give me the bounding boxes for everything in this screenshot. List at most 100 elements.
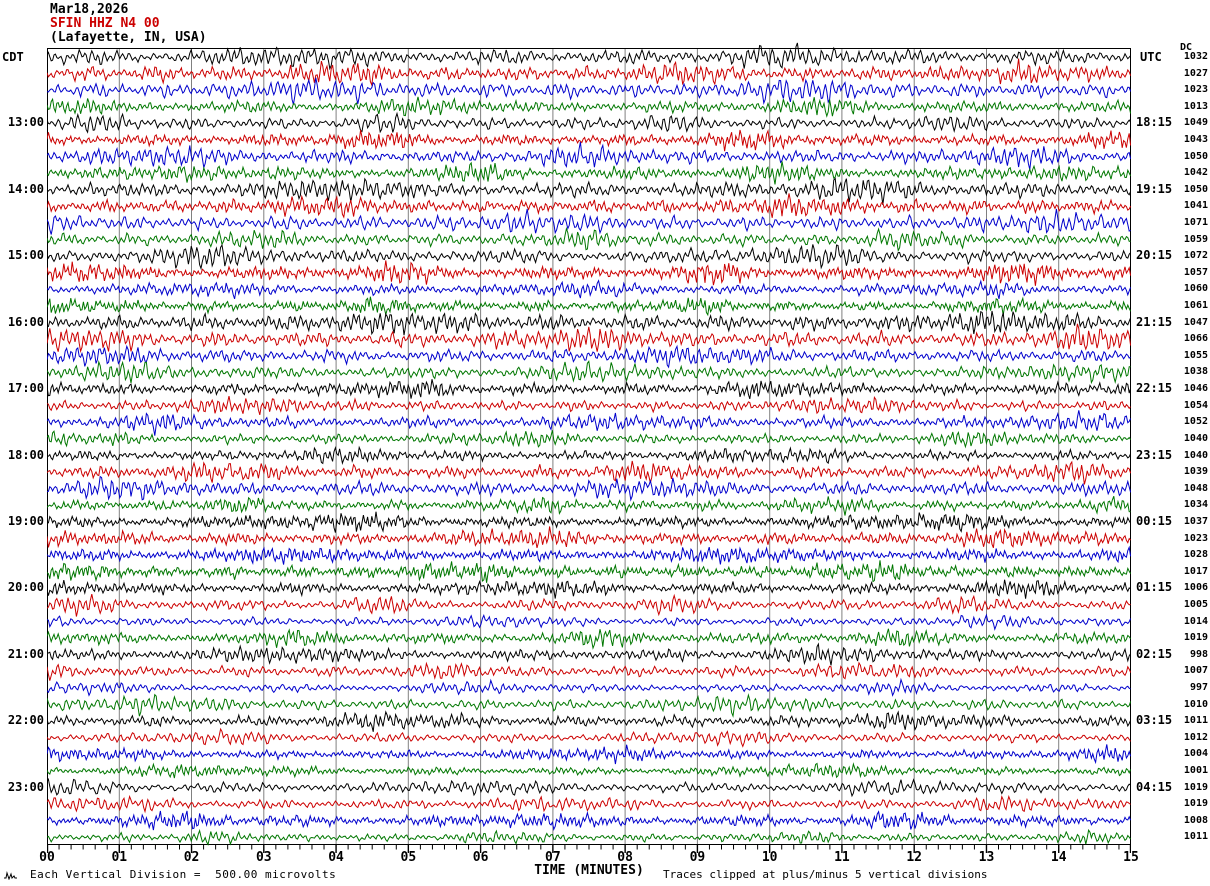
trace-dc-value: 1019 bbox=[1183, 798, 1208, 810]
seismogram-trace bbox=[47, 360, 1131, 385]
trace-dc-value: 1043 bbox=[1183, 134, 1208, 146]
seismogram-trace bbox=[47, 111, 1131, 134]
seismogram-trace bbox=[47, 777, 1131, 798]
seismogram-trace bbox=[47, 279, 1131, 300]
seismogram-trace bbox=[47, 496, 1131, 516]
seismogram-trace bbox=[47, 828, 1131, 846]
x-tick-label: 07 bbox=[545, 850, 561, 865]
left-hour-label: 23:00 bbox=[7, 779, 44, 794]
x-tick-label: 15 bbox=[1123, 850, 1139, 865]
trace-dc-value: 1010 bbox=[1183, 698, 1208, 710]
trace-dc-value: 998 bbox=[1189, 648, 1208, 660]
seismogram-trace bbox=[47, 794, 1131, 814]
seismogram-trace bbox=[47, 593, 1131, 617]
seismogram-trace bbox=[47, 677, 1131, 697]
seismogram-trace bbox=[47, 395, 1131, 416]
station-code: SFIN HHZ N4 00 bbox=[50, 16, 160, 31]
seismogram-plot bbox=[47, 42, 1131, 853]
trace-dc-value: 1060 bbox=[1183, 283, 1208, 295]
trace-dc-value: 1046 bbox=[1183, 383, 1208, 395]
trace-dc-value: 1061 bbox=[1183, 300, 1208, 312]
right-hour-label: 03:15 bbox=[1136, 713, 1173, 728]
trace-dc-value: 1050 bbox=[1183, 150, 1208, 162]
trace-dc-value: 1055 bbox=[1183, 349, 1208, 361]
right-hour-label: 21:15 bbox=[1136, 314, 1173, 329]
right-hour-label: 18:15 bbox=[1136, 115, 1173, 130]
left-hour-label: 13:00 bbox=[7, 115, 44, 130]
trace-dc-value: 1019 bbox=[1183, 781, 1208, 793]
trace-dc-value: 1049 bbox=[1183, 117, 1208, 129]
x-tick-label: 04 bbox=[328, 850, 344, 865]
trace-dc-value: 1005 bbox=[1183, 598, 1208, 610]
station-location: (Lafayette, IN, USA) bbox=[50, 30, 207, 45]
seismogram-trace bbox=[47, 642, 1131, 666]
trace-dc-value: 1008 bbox=[1183, 814, 1208, 826]
seismogram-trace bbox=[47, 445, 1131, 465]
trace-dc-value: 1039 bbox=[1183, 466, 1208, 478]
left-hour-label: 18:00 bbox=[7, 447, 44, 462]
seismogram-trace bbox=[47, 475, 1131, 502]
trace-dc-value: 1057 bbox=[1183, 266, 1208, 278]
trace-dc-value: 1006 bbox=[1183, 582, 1208, 594]
left-hour-label: 14:00 bbox=[7, 181, 44, 196]
trace-dc-value: 1059 bbox=[1183, 233, 1208, 245]
seismogram-trace bbox=[47, 141, 1131, 170]
trace-dc-value: 1004 bbox=[1183, 748, 1208, 760]
trace-dc-value: 1040 bbox=[1183, 449, 1208, 461]
trace-dc-value: 1066 bbox=[1183, 333, 1208, 345]
left-hour-label: 19:00 bbox=[7, 513, 44, 528]
seismogram-trace bbox=[47, 77, 1131, 105]
trace-dc-value: 1071 bbox=[1183, 217, 1208, 229]
right-timezone-label: UTC bbox=[1140, 50, 1162, 64]
seismogram-trace bbox=[47, 526, 1131, 549]
trace-dc-value: 1034 bbox=[1183, 499, 1208, 511]
trace-dc-value: 1037 bbox=[1183, 515, 1208, 527]
seismogram-trace bbox=[47, 296, 1131, 317]
trace-dc-value: 1027 bbox=[1183, 67, 1208, 79]
seismogram-trace bbox=[47, 42, 1131, 71]
trace-dc-value: 1023 bbox=[1183, 532, 1208, 544]
seismogram-trace bbox=[47, 226, 1131, 252]
seismogram-trace bbox=[47, 177, 1131, 205]
left-hour-label: 20:00 bbox=[7, 580, 44, 595]
trace-dc-value: 1048 bbox=[1183, 482, 1208, 494]
seismogram-trace bbox=[47, 628, 1131, 650]
trace-dc-value: 1023 bbox=[1183, 84, 1208, 96]
trace-dc-value: 1042 bbox=[1183, 167, 1208, 179]
plot-border bbox=[47, 48, 1131, 845]
x-tick-label: 13 bbox=[978, 850, 995, 865]
x-tick-label: 14 bbox=[1050, 850, 1067, 865]
right-hour-label: 01:15 bbox=[1136, 580, 1173, 595]
vertical-scale-note: Each Vertical Division = 500.00 microvol… bbox=[30, 868, 337, 881]
seismogram-trace bbox=[47, 323, 1131, 354]
seismogram-trace bbox=[47, 379, 1131, 400]
seismogram-trace bbox=[47, 810, 1131, 831]
seismogram-trace bbox=[47, 511, 1131, 533]
trace-dc-value: 1007 bbox=[1183, 665, 1208, 677]
trace-dc-value: 1050 bbox=[1183, 183, 1208, 195]
trace-dc-value: 1013 bbox=[1183, 100, 1208, 112]
trace-dc-value: 1040 bbox=[1183, 432, 1208, 444]
x-tick-label: 05 bbox=[400, 850, 417, 865]
seismogram-trace bbox=[47, 161, 1131, 185]
x-tick-label: 00 bbox=[39, 850, 55, 865]
micro-waveform-icon bbox=[4, 871, 17, 880]
trace-dc-value: 1028 bbox=[1183, 549, 1208, 561]
trace-dc-value: 1012 bbox=[1183, 731, 1208, 743]
trace-dc-value: 1011 bbox=[1183, 831, 1208, 843]
seismogram-trace bbox=[47, 545, 1131, 566]
trace-dc-value: 1032 bbox=[1183, 51, 1208, 62]
seismogram-trace bbox=[47, 693, 1131, 718]
right-hour-label: 20:15 bbox=[1136, 248, 1173, 263]
trace-dc-value: 1011 bbox=[1183, 715, 1208, 727]
seismogram-trace bbox=[47, 727, 1131, 748]
seismogram-trace bbox=[47, 58, 1131, 87]
right-hour-label: 02:15 bbox=[1136, 646, 1173, 661]
seismogram-trace bbox=[47, 208, 1131, 235]
seismogram-trace bbox=[47, 430, 1131, 449]
trace-dc-value: 1017 bbox=[1183, 565, 1208, 577]
x-tick-label: 09 bbox=[689, 850, 706, 865]
seismogram-trace bbox=[47, 410, 1131, 436]
left-hour-label: 16:00 bbox=[7, 314, 44, 329]
